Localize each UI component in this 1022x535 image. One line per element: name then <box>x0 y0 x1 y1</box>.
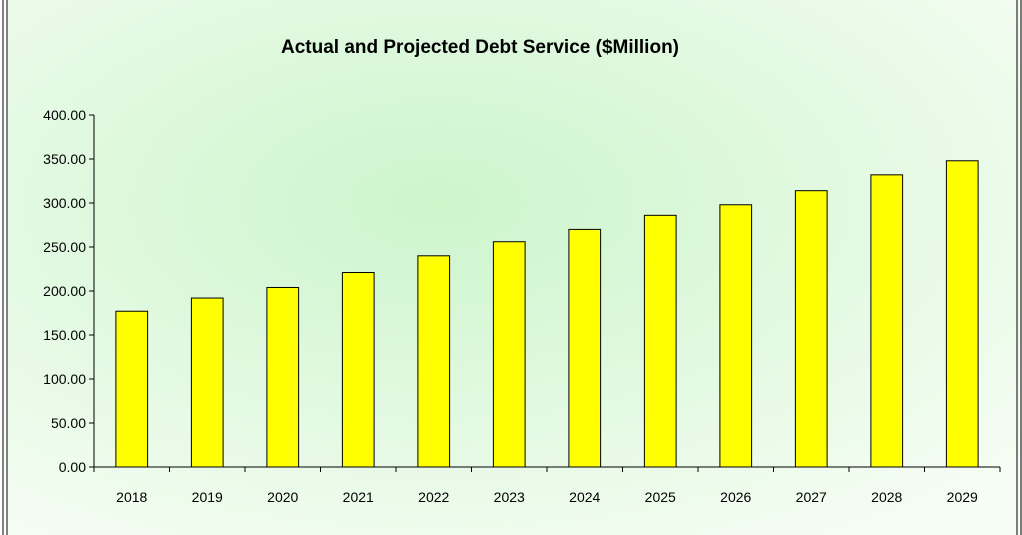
x-tick-label: 2028 <box>871 489 902 505</box>
chart-title: Actual and Projected Debt Service ($Mill… <box>281 37 679 58</box>
bar-2024 <box>568 228 602 468</box>
y-tick-label: 300.00 <box>43 195 86 211</box>
bar-2019 <box>190 297 224 468</box>
x-tick-label: 2019 <box>192 489 223 505</box>
x-tick-label: 2029 <box>947 489 978 505</box>
x-tick-label: 2026 <box>720 489 751 505</box>
x-tick-label: 2024 <box>569 489 600 505</box>
bar-2022 <box>417 255 451 468</box>
y-tick-label: 200.00 <box>43 283 86 299</box>
bar-2021 <box>341 272 375 468</box>
bar-2029 <box>945 160 979 468</box>
bar-2027 <box>794 190 828 468</box>
bar-2018 <box>115 310 149 468</box>
bar-2023 <box>492 241 526 468</box>
y-tick-label: 100.00 <box>43 371 86 387</box>
x-tick-label: 2025 <box>645 489 676 505</box>
y-tick-label: 400.00 <box>43 107 86 123</box>
y-tick-label: 350.00 <box>43 151 86 167</box>
x-tick-label: 2020 <box>267 489 298 505</box>
y-tick-label: 150.00 <box>43 327 86 343</box>
y-tick-label: 0.00 <box>59 459 86 475</box>
y-tick-label: 250.00 <box>43 239 86 255</box>
x-tick-label: 2027 <box>796 489 827 505</box>
x-tick-label: 2021 <box>343 489 374 505</box>
bar-2025 <box>643 214 677 468</box>
bar-series <box>115 160 979 468</box>
x-tick-label: 2022 <box>418 489 449 505</box>
x-axis: 2018 2019 2020 2021 2022 2023 2024 2025 2026 2027… <box>93 466 1001 505</box>
y-tick-label: 50.00 <box>51 415 86 431</box>
x-tick-label: 2018 <box>116 489 147 505</box>
bar-2028 <box>870 174 904 468</box>
bar-2020 <box>266 286 300 468</box>
bar-2026 <box>719 204 753 468</box>
x-tick-label: 2023 <box>494 489 525 505</box>
y-axis: 0.00 50.00 100.00 150.00 200.00 250.00 300.00 3… <box>43 107 95 475</box>
